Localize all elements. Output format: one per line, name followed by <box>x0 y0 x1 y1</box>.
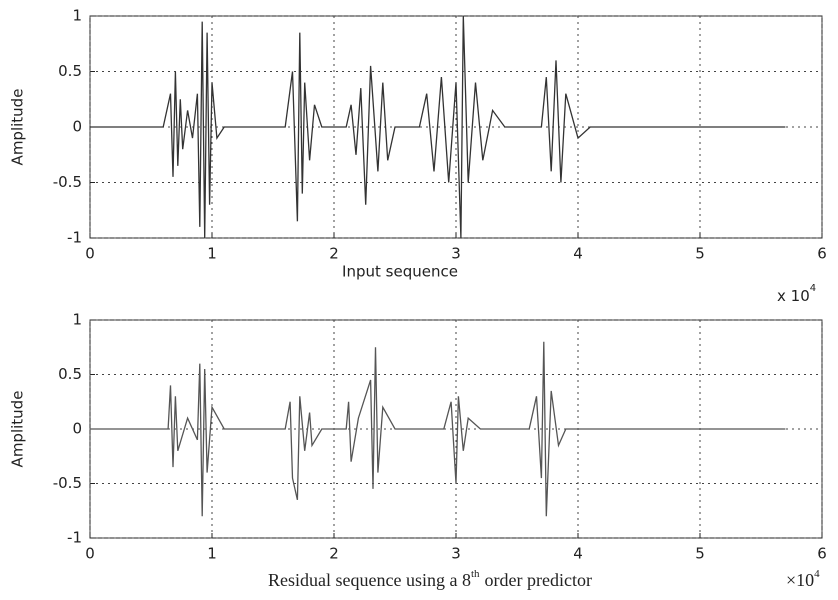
y-tick-label: 0 <box>72 420 82 438</box>
x-tick-label: 3 <box>451 545 461 563</box>
y-tick-label: -1 <box>67 229 82 247</box>
y-tick-label: -0.5 <box>53 173 82 191</box>
x-label-sup: th <box>471 568 480 580</box>
y-tick-label: -1 <box>67 529 82 547</box>
x-label-end: order predictor <box>485 570 592 590</box>
x-tick-label: 0 <box>85 245 95 263</box>
multiplier-base: ×10 <box>786 570 814 590</box>
y-axis-label: Amplitude <box>9 89 27 166</box>
x-tick-label: 6 <box>817 545 827 563</box>
y-axis-label: Amplitude <box>9 391 27 468</box>
x-tick-label: 2 <box>329 245 339 263</box>
x-multiplier: ×104 <box>786 568 820 591</box>
y-tick-label: -0.5 <box>53 474 82 492</box>
x-tick-label: 3 <box>451 245 461 263</box>
y-tick-label: 0 <box>72 118 82 136</box>
y-tick-label: 0.5 <box>58 62 82 80</box>
x-tick-label: 0 <box>85 545 95 563</box>
multiplier-exponent: 4 <box>810 283 816 294</box>
x-label-text: Residual sequence using a 8 <box>268 570 471 590</box>
y-tick-label: 1 <box>72 7 82 25</box>
x-tick-label: 1 <box>207 545 217 563</box>
y-tick-label: 0.5 <box>58 365 82 383</box>
x-tick-label: 4 <box>573 545 583 563</box>
y-tick-label: 1 <box>72 311 82 329</box>
x-tick-label: 1 <box>207 245 217 263</box>
figure: Input sequence x 104 Residual sequence u… <box>0 0 838 600</box>
multiplier-base: x 10 <box>777 287 810 305</box>
x-tick-label: 5 <box>695 245 705 263</box>
x-tick-label: 4 <box>573 245 583 263</box>
x-tick-label: 2 <box>329 545 339 563</box>
x-axis-label: Input sequence <box>342 263 458 281</box>
multiplier-exponent: 4 <box>814 568 820 580</box>
x-tick-label: 6 <box>817 245 827 263</box>
x-tick-label: 5 <box>695 545 705 563</box>
x-multiplier: x 104 <box>777 283 816 305</box>
x-axis-label: Residual sequence using a 8th order predi… <box>268 568 592 591</box>
